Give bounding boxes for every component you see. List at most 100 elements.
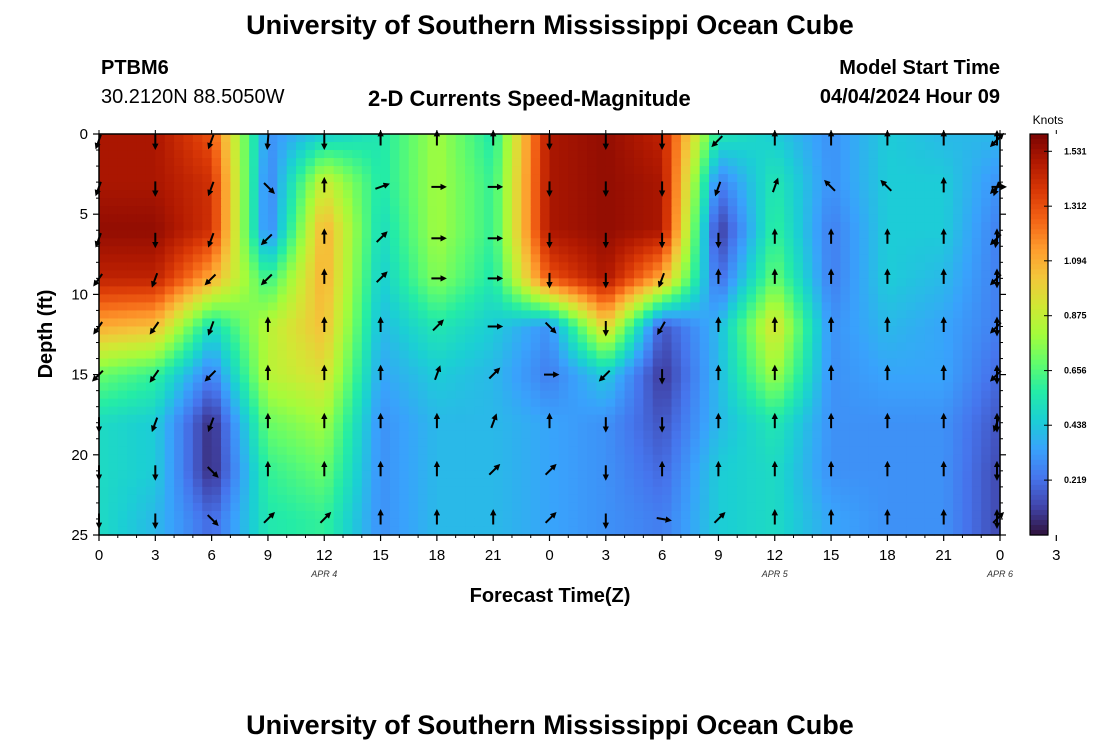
heatmap-cell [399, 486, 410, 496]
heatmap-cell [296, 158, 307, 167]
heatmap-cell [727, 414, 738, 424]
heatmap-cell [990, 470, 1001, 480]
heatmap-cell [652, 230, 663, 239]
heatmap-cell [145, 238, 156, 247]
x-tick-label: 0 [95, 547, 103, 564]
heatmap-cell [108, 278, 119, 287]
heatmap-cell [652, 446, 663, 456]
heatmap-cell [389, 286, 400, 295]
heatmap-cell [821, 486, 832, 496]
heatmap-cell [877, 358, 888, 368]
heatmap-cell [239, 366, 250, 376]
heatmap-cell [802, 286, 813, 295]
heatmap-cell [765, 366, 776, 376]
heatmap-cell [230, 398, 241, 408]
heatmap-cell [718, 262, 729, 271]
heatmap-cell [145, 150, 156, 159]
heatmap-cell [155, 518, 166, 528]
heatmap-cell [840, 238, 851, 247]
heatmap-cell [558, 150, 569, 159]
heatmap-cell [953, 254, 964, 263]
heatmap-cell [521, 382, 532, 392]
heatmap-cell [671, 518, 682, 528]
heatmap-cell [483, 150, 494, 159]
heatmap-cell [540, 238, 551, 247]
heatmap-cell [127, 270, 138, 279]
heatmap-cell [802, 470, 813, 480]
heatmap-cell [399, 342, 410, 352]
heatmap-cell [765, 502, 776, 512]
heatmap-cell [474, 206, 485, 215]
heatmap-cell [305, 246, 316, 255]
heatmap-cell [127, 430, 138, 440]
heatmap-cell [906, 382, 917, 392]
heatmap-cell [990, 342, 1001, 352]
heatmap-cell [924, 342, 935, 352]
heatmap-cell [408, 358, 419, 368]
heatmap-cell [465, 406, 476, 416]
heatmap-cell [324, 278, 335, 287]
heatmap-cell [953, 358, 964, 368]
heatmap-cell [474, 374, 485, 384]
heatmap-cell [183, 230, 194, 239]
heatmap-cell [493, 350, 504, 360]
heatmap-cell [690, 142, 701, 151]
heatmap-cell [117, 134, 128, 143]
heatmap-cell [802, 142, 813, 151]
heatmap-cell [877, 150, 888, 159]
heatmap-cell [774, 142, 785, 151]
heatmap-cell [389, 342, 400, 352]
heatmap-cell [577, 398, 588, 408]
heatmap-cell [953, 246, 964, 255]
heatmap-cell [765, 270, 776, 279]
heatmap-cell [662, 470, 673, 480]
heatmap-cell [389, 262, 400, 271]
heatmap-cell [511, 518, 522, 528]
heatmap-cell [821, 150, 832, 159]
heatmap-cell [296, 230, 307, 239]
heatmap-cell [877, 294, 888, 304]
heatmap-cell [333, 526, 344, 536]
heatmap-cell [239, 190, 250, 199]
heatmap-cell [221, 214, 231, 223]
heatmap-cell [690, 198, 701, 207]
heatmap-cell [465, 334, 476, 344]
heatmap-cell [680, 478, 691, 488]
heatmap-cell [709, 206, 720, 215]
heatmap-cell [108, 414, 119, 424]
heatmap-cell [136, 174, 147, 183]
heatmap-cell [474, 518, 485, 528]
heatmap-cell [671, 158, 682, 167]
heatmap-cell [746, 294, 757, 304]
heatmap-cell [540, 350, 551, 360]
heatmap-cell [127, 262, 138, 271]
heatmap-cell [436, 518, 447, 528]
heatmap-cell [568, 262, 579, 271]
heatmap-cell [267, 198, 278, 207]
heatmap-cell [455, 454, 466, 464]
heatmap-cell [699, 174, 710, 183]
heatmap-cell [202, 414, 213, 424]
heatmap-cell [127, 366, 138, 376]
heatmap-cell [727, 526, 738, 536]
heatmap-cell [812, 518, 823, 528]
heatmap-cell [934, 174, 945, 183]
heatmap-cell [249, 398, 260, 408]
heatmap-cell [549, 262, 560, 271]
heatmap-cell [333, 294, 344, 304]
heatmap-cell [136, 246, 147, 255]
heatmap-cell [521, 206, 532, 215]
heatmap-cell [221, 230, 231, 239]
heatmap-cell [211, 454, 222, 464]
heatmap-cell [549, 438, 560, 448]
heatmap-cell [164, 214, 175, 223]
heatmap-cell [399, 310, 410, 320]
heatmap-cell [549, 350, 560, 360]
heatmap-cell [333, 414, 344, 424]
heatmap-cell [267, 478, 278, 488]
heatmap-cell [427, 262, 438, 271]
heatmap-cell [221, 334, 231, 344]
heatmap-cell [755, 326, 766, 336]
heatmap-cell [127, 174, 138, 183]
heatmap-cell [680, 398, 691, 408]
